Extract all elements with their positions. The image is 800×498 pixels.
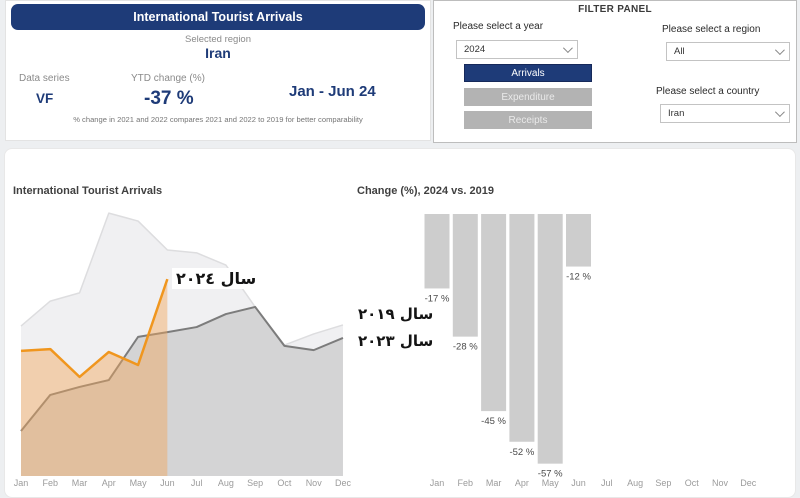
bar-value-label: -28 % — [453, 342, 478, 353]
chevron-down-icon — [562, 43, 573, 54]
bar-mar[interactable] — [481, 214, 507, 412]
x-axis-label-jul: Jul — [601, 478, 613, 488]
x-axis-label-oct: Oct — [685, 478, 700, 488]
tourist-arrivals-area-chart[interactable]: Jan Feb Mar Apr May Jun Jul Aug Sep Oct Nov Dec — [5, 189, 375, 494]
country-select[interactable]: Iran — [660, 104, 790, 123]
bar-value-label: -12 % — [566, 272, 591, 283]
x-axis-label-jun: Jun — [571, 478, 586, 488]
line-2024[interactable] — [20, 278, 169, 379]
area-2024[interactable] — [21, 279, 168, 476]
region-select-label: Please select a region — [662, 24, 761, 35]
x-axis-label-apr: Apr — [515, 478, 529, 488]
ytd-change-label: YTD change (%) — [131, 73, 205, 84]
x-axis-label-dec: Dec — [335, 478, 352, 488]
x-axis-label-feb: Feb — [458, 478, 474, 488]
x-axis-label-mar: Mar — [486, 478, 502, 488]
x-axis-label-jun: Jun — [160, 478, 175, 488]
bar-value-label: -57 % — [538, 469, 563, 480]
change-percent-bar-chart[interactable]: -17 % -28 % -45 % -52 % -57 % -12 % Jan Feb Mar A… — [405, 189, 797, 494]
chevron-down-icon — [774, 45, 785, 56]
arrivals-button[interactable]: Arrivals — [464, 64, 592, 82]
receipts-button[interactable]: Receipts — [464, 111, 592, 129]
x-axis-label-aug: Aug — [218, 478, 234, 488]
x-axis-label-may: May — [130, 478, 148, 488]
region-select-value: All — [674, 46, 685, 57]
data-series-label: Data series — [19, 73, 70, 84]
x-axis-label-oct: Oct — [277, 478, 292, 488]
region-select[interactable]: All — [666, 42, 790, 61]
x-axis-label-jan: Jan — [14, 478, 29, 488]
summary-card: International Tourist Arrivals Selected … — [5, 0, 431, 141]
x-axis-label-jan: Jan — [430, 478, 445, 488]
annotation-year-2023: سال ٢٠٢٣ — [354, 331, 438, 351]
selected-region-value: Iran — [205, 45, 231, 61]
x-axis-label-nov: Nov — [712, 478, 729, 488]
x-axis-label-jul: Jul — [191, 478, 203, 488]
bar-value-label: -17 % — [425, 293, 450, 304]
year-select[interactable]: 2024 — [456, 40, 578, 59]
x-axis-label-nov: Nov — [306, 478, 323, 488]
area-2023[interactable] — [21, 306, 343, 476]
x-axis-label-dec: Dec — [740, 478, 757, 488]
x-axis-label-may: May — [542, 478, 560, 488]
x-axis-label-feb: Feb — [43, 478, 59, 488]
line-2019[interactable] — [20, 212, 344, 346]
country-select-value: Iran — [668, 108, 685, 119]
bar-jun[interactable] — [566, 214, 591, 267]
expenditure-button[interactable]: Expenditure — [464, 88, 592, 106]
bar-chart-title: Change (%), 2024 vs. 2019 — [357, 185, 494, 197]
summary-card-title: International Tourist Arrivals — [11, 4, 425, 30]
charts-card: International Tourist Arrivals Change (%… — [4, 148, 796, 498]
selected-region-label: Selected region — [184, 34, 252, 45]
bar-apr[interactable] — [509, 214, 535, 442]
line-2023[interactable] — [20, 305, 344, 432]
year-select-value: 2024 — [464, 44, 486, 55]
bar-feb[interactable] — [452, 214, 478, 337]
data-series-value: VF — [36, 91, 54, 106]
period-label: Jan - Jun 24 — [289, 83, 376, 100]
bar-value-label: -45 % — [481, 416, 506, 427]
line-chart-title: International Tourist Arrivals — [13, 185, 163, 197]
annotation-year-2024: سال ٢٠٢٤ — [172, 268, 261, 289]
x-axis-label-apr: Apr — [102, 478, 116, 488]
x-axis-label-sep: Sep — [655, 478, 671, 488]
filter-panel: FILTER PANEL Please select a year 2024 A… — [433, 0, 797, 143]
year-select-label: Please select a year — [453, 21, 544, 32]
ytd-change-value: -37 % — [144, 88, 194, 109]
chevron-down-icon — [774, 107, 785, 118]
x-axis-label-aug: Aug — [627, 478, 643, 488]
bar-value-label: -52 % — [509, 447, 534, 458]
annotation-year-2019: سال ٢٠١٩ — [354, 304, 438, 324]
filter-panel-title: FILTER PANEL — [578, 4, 652, 15]
x-axis-label-sep: Sep — [247, 478, 263, 488]
x-axis-label-mar: Mar — [72, 478, 88, 488]
country-select-label: Please select a country — [656, 86, 760, 97]
comparability-footnote: % change in 2021 and 2022 compares 2021 … — [73, 115, 363, 124]
bar-jan[interactable] — [424, 214, 450, 289]
bar-may[interactable] — [537, 214, 563, 464]
